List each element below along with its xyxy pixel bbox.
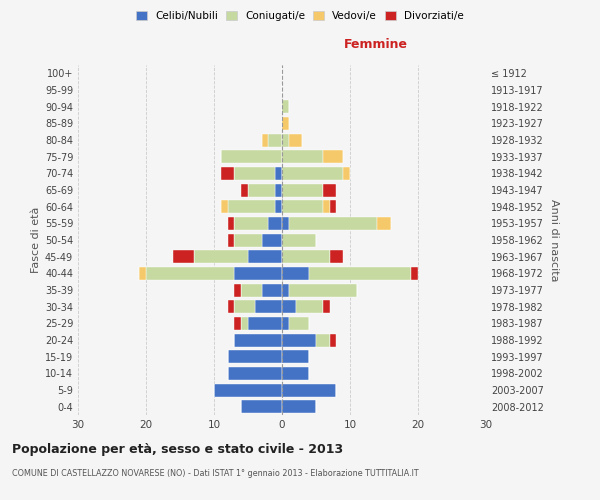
Bar (282, 334, 316, 346)
Bar (282, 300, 296, 313)
Bar (316, 334, 329, 346)
Bar (282, 400, 316, 413)
Bar (248, 184, 275, 196)
Bar (275, 200, 282, 213)
Bar (282, 284, 289, 296)
Bar (282, 384, 337, 396)
Bar (227, 234, 235, 246)
Bar (289, 217, 377, 230)
Bar (296, 300, 323, 313)
Bar (282, 200, 323, 213)
Bar (262, 134, 268, 146)
Bar (411, 267, 418, 280)
Bar (227, 367, 282, 380)
Bar (289, 134, 302, 146)
Bar (227, 200, 275, 213)
Bar (377, 217, 391, 230)
Bar (235, 167, 275, 180)
Y-axis label: Anni di nascita: Anni di nascita (549, 198, 559, 281)
Bar (262, 234, 282, 246)
Bar (323, 150, 343, 163)
Bar (194, 250, 248, 263)
Bar (323, 300, 329, 313)
Bar (329, 334, 337, 346)
Bar (329, 200, 337, 213)
Bar (241, 284, 262, 296)
Bar (275, 184, 282, 196)
Bar (235, 234, 262, 246)
Text: COMUNE DI CASTELLAZZO NOVARESE (NO) - Dati ISTAT 1° gennaio 2013 - Elaborazione : COMUNE DI CASTELLAZZO NOVARESE (NO) - Da… (12, 468, 419, 477)
Bar (282, 184, 323, 196)
Bar (241, 317, 248, 330)
Bar (282, 100, 289, 113)
Bar (282, 134, 289, 146)
Bar (329, 250, 343, 263)
Bar (146, 267, 235, 280)
Bar (221, 150, 282, 163)
Bar (255, 300, 282, 313)
Bar (309, 267, 411, 280)
Bar (282, 317, 289, 330)
Bar (214, 384, 282, 396)
Bar (262, 284, 282, 296)
Bar (235, 217, 268, 230)
Text: Femmine: Femmine (344, 38, 408, 51)
Bar (268, 134, 282, 146)
Bar (139, 267, 146, 280)
Y-axis label: Fasce di età: Fasce di età (31, 207, 41, 273)
Bar (235, 300, 255, 313)
Bar (275, 167, 282, 180)
Bar (282, 267, 309, 280)
Bar (323, 184, 337, 196)
Bar (282, 234, 316, 246)
Bar (227, 300, 235, 313)
Bar (241, 184, 248, 196)
Bar (282, 117, 289, 130)
Bar (248, 250, 282, 263)
Bar (289, 317, 309, 330)
Bar (289, 284, 357, 296)
Bar (227, 350, 282, 363)
Bar (282, 367, 309, 380)
Legend: Celibi/Nubili, Coniugati/e, Vedovi/e, Divorziati/e: Celibi/Nubili, Coniugati/e, Vedovi/e, Di… (133, 8, 467, 24)
Bar (221, 167, 235, 180)
Bar (282, 150, 323, 163)
Text: Popolazione per età, sesso e stato civile - 2013: Popolazione per età, sesso e stato civil… (12, 442, 343, 456)
Bar (268, 217, 282, 230)
Bar (323, 200, 329, 213)
Bar (241, 400, 282, 413)
Bar (235, 317, 241, 330)
Bar (235, 284, 241, 296)
Bar (248, 317, 282, 330)
Bar (227, 217, 235, 230)
Bar (235, 267, 282, 280)
Bar (173, 250, 194, 263)
Bar (282, 217, 289, 230)
Bar (343, 167, 350, 180)
Bar (282, 350, 309, 363)
Bar (282, 250, 329, 263)
Bar (282, 167, 343, 180)
Bar (235, 334, 282, 346)
Bar (221, 200, 227, 213)
